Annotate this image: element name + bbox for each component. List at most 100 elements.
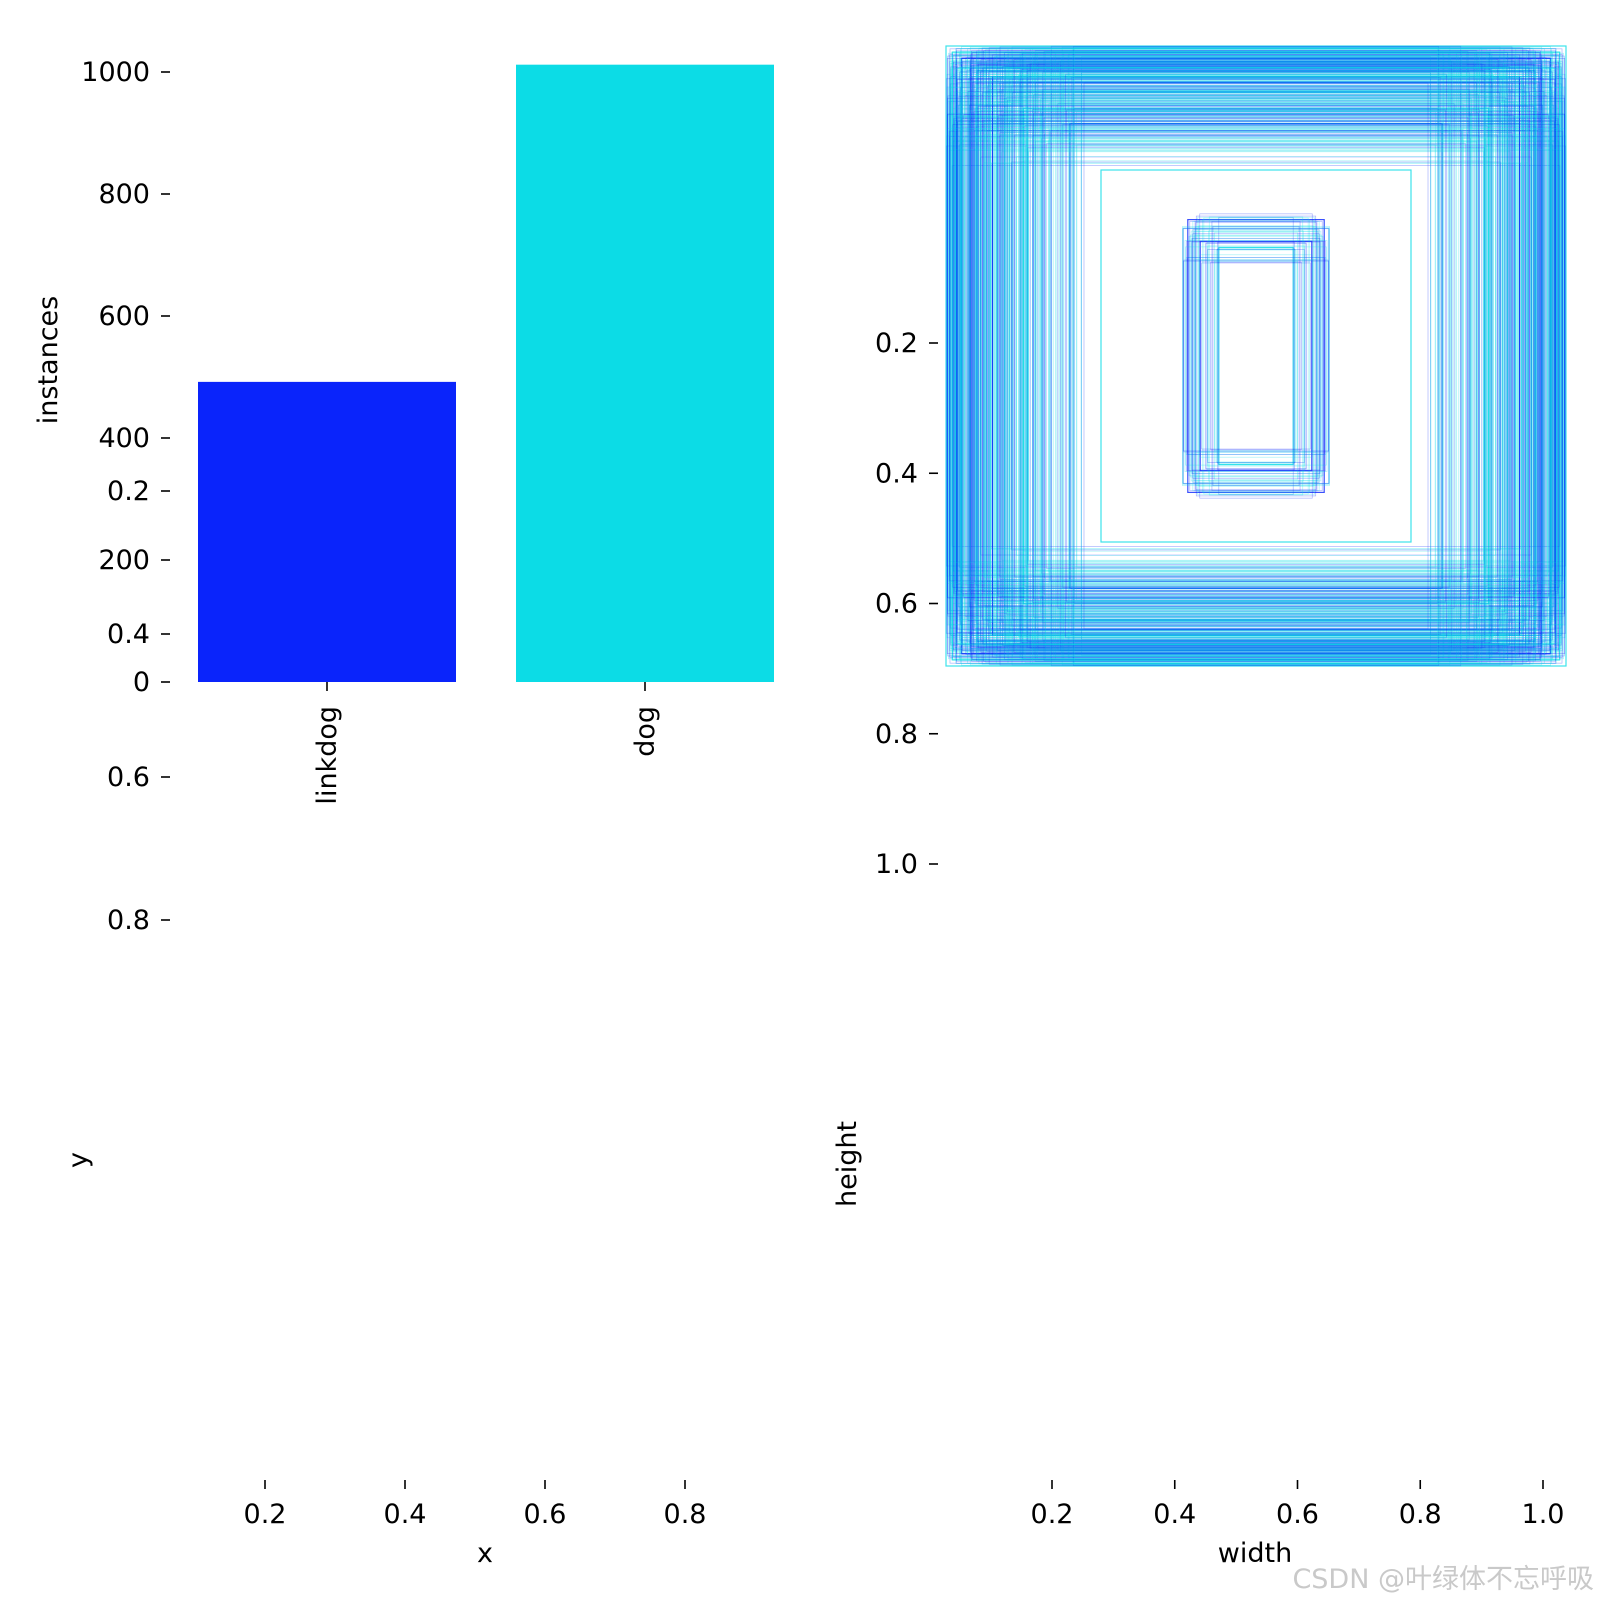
y-axis-label: y [63,1152,94,1168]
bbox [1053,55,1459,657]
bbox [967,91,1545,621]
bbox [1033,94,1479,618]
bbox [1183,260,1329,452]
bbox [1059,60,1453,652]
bbox [1055,104,1457,608]
bbox [1055,52,1457,660]
bbox [949,83,1563,629]
bbox [1195,215,1317,497]
bbox [956,55,1556,657]
bbox [988,47,1524,665]
bbox [1028,150,1484,562]
bbox [1012,72,1500,640]
bbox-linkdog [1069,122,1443,590]
bbox [983,70,1529,642]
bbox [952,51,1560,661]
bbox [990,76,1522,636]
bbox [1004,51,1508,661]
bbox [969,46,1543,666]
bbox [1182,228,1330,484]
bbox [1043,116,1469,596]
bbox [1021,53,1491,659]
bbox [970,65,1542,647]
bbox [957,78,1555,634]
bbox [989,57,1523,655]
y-axis-label: height [832,1121,863,1207]
bbox [1019,53,1493,659]
bbox [967,80,1545,632]
bbox [1029,47,1483,665]
bbox [949,54,1563,658]
bbox [970,60,1542,652]
bbox [952,67,1560,645]
bbox [1044,133,1468,579]
bbox [953,116,1559,596]
bbox [1190,230,1322,482]
bbox [963,138,1549,574]
x-tick-label: 1.0 [1522,1499,1565,1530]
bbox [969,66,1543,646]
bbox [1018,96,1494,616]
bbox [953,118,1559,594]
bbox-linkdog [960,57,1552,655]
bbox [977,52,1535,660]
bbox [986,130,1526,582]
bbox [946,135,1566,577]
bbox [964,80,1548,632]
bbox [955,124,1557,588]
bbox-dog [1100,169,1412,543]
bbox [1019,72,1493,640]
bbox [991,54,1521,658]
bbox [1011,161,1501,551]
bbox [954,52,1558,660]
bbox [945,78,1567,634]
bbox [1189,234,1323,478]
bbox [1009,79,1503,633]
bbox [947,95,1565,617]
bbox [1006,57,1506,655]
bbox [972,67,1540,645]
bbox [958,92,1554,620]
bbox [1073,48,1439,664]
bbox [1032,135,1480,577]
bbox [946,57,1566,655]
y-tick-label: 400 [98,423,150,454]
bbox [968,120,1544,592]
bbox [1002,67,1510,645]
bbox [969,99,1543,613]
bbox [1027,147,1485,565]
bbox [1012,92,1500,620]
bbox [985,49,1527,663]
bbox [1002,113,1510,599]
bbox [1019,74,1493,638]
bbox [1217,247,1295,465]
bbox [1034,61,1478,651]
bbox [1027,127,1485,585]
bbox [1000,59,1512,653]
bbox [1050,90,1462,622]
bbox [980,102,1532,610]
bbox [966,69,1546,643]
bbox [1006,64,1506,648]
bbox [960,74,1552,638]
bbox [983,162,1529,550]
bbox [1201,262,1311,450]
bbox [1027,70,1485,642]
bbox [1012,100,1500,612]
bbox [1196,217,1316,495]
bbox [989,142,1523,570]
bbox [970,62,1542,650]
bbox [1014,134,1498,578]
bbox [983,65,1529,647]
bbox [949,55,1563,657]
bbox [970,89,1542,623]
bbox [947,97,1565,615]
bbox [954,76,1558,636]
bbox [997,91,1515,621]
bbox [1185,257,1327,455]
bbox [971,84,1541,628]
bbox [1192,220,1320,492]
bbox [987,85,1525,627]
bbox [956,70,1556,642]
bbox [1036,51,1476,661]
